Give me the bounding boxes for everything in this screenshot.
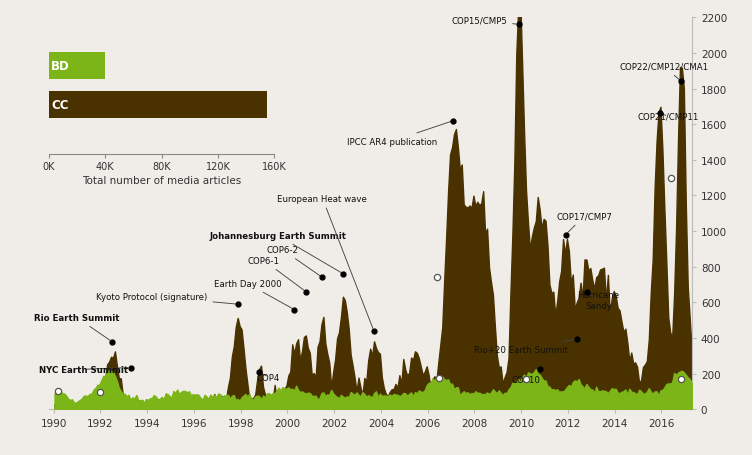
- Text: COP6-2: COP6-2: [267, 246, 320, 276]
- Text: COP21/CMP11: COP21/CMP11: [638, 112, 699, 121]
- Text: Kyoto Protocol (signature): Kyoto Protocol (signature): [96, 292, 235, 304]
- X-axis label: Total number of media articles: Total number of media articles: [82, 176, 241, 186]
- Text: European Heat wave: European Heat wave: [277, 194, 373, 329]
- Text: COP6-1: COP6-1: [248, 257, 304, 290]
- Text: BD: BD: [51, 60, 70, 72]
- Text: COP22/CMP12/CMA1: COP22/CMP12/CMA1: [619, 63, 708, 81]
- Text: COP17/CMP7: COP17/CMP7: [556, 212, 612, 233]
- Text: Hurricane
Sandy: Hurricane Sandy: [578, 291, 620, 310]
- Text: CC: CC: [51, 99, 68, 112]
- Text: Rio+20 Earth Summit: Rio+20 Earth Summit: [475, 340, 575, 354]
- Text: COP4: COP4: [257, 373, 280, 382]
- Text: Rio Earth Summit: Rio Earth Summit: [34, 313, 120, 340]
- Text: Earth Day 2000: Earth Day 2000: [214, 279, 292, 308]
- Text: COP10: COP10: [511, 371, 540, 384]
- Bar: [49, 52, 105, 80]
- Text: NYC Earth Summit: NYC Earth Summit: [39, 365, 129, 374]
- Bar: [49, 92, 268, 119]
- Text: COP15/CMP5: COP15/CMP5: [451, 16, 516, 25]
- Text: IPCC AR4 publication: IPCC AR4 publication: [347, 122, 450, 146]
- Text: Johannesburg Earth Summit: Johannesburg Earth Summit: [210, 232, 347, 273]
